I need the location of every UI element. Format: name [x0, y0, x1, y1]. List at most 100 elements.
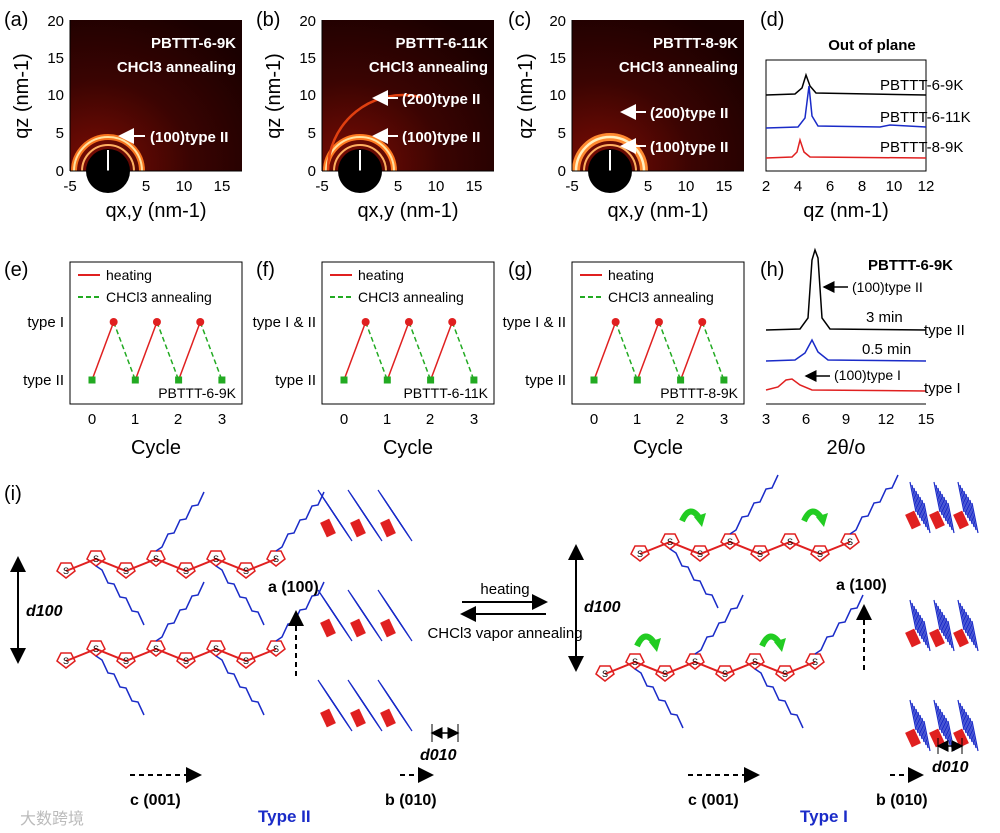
stacked-side-chain	[923, 720, 931, 752]
type-i-point	[654, 318, 663, 326]
stacked-side-chain	[967, 714, 975, 746]
thiophene-ring	[690, 545, 710, 562]
stacked-side-chain	[331, 510, 353, 542]
b-axis-left: b (010)	[385, 792, 437, 809]
polymer-chain-typeII-lower: S S S S S S S S	[56, 581, 325, 716]
svg-text:2: 2	[676, 411, 684, 428]
sulfur-atom: S	[812, 657, 818, 667]
giwaxs-c-sample: PBTTT-8-9K	[653, 35, 738, 52]
stacked-side-chain	[331, 610, 353, 642]
svg-text:5: 5	[142, 178, 150, 195]
conjugated-backbone	[320, 518, 336, 538]
thiophene-ring	[780, 533, 800, 550]
sulfur-atom: S	[722, 669, 728, 679]
thiophene-ring	[775, 665, 795, 682]
svg-text:PBTTT-6-9K: PBTTT-6-9K	[158, 385, 236, 401]
stacked-side-chain	[937, 487, 945, 519]
sulfur-atom: S	[697, 549, 703, 559]
stacked-side-chain	[967, 496, 975, 528]
conjugated-backbone	[350, 618, 366, 638]
svg-text:12: 12	[878, 411, 895, 428]
series-8-9k-line	[765, 137, 927, 159]
rotation-arrows	[634, 508, 828, 652]
svg-text:8: 8	[858, 178, 866, 195]
conjugated-backbone	[929, 510, 945, 530]
type-i-point	[448, 318, 457, 326]
stacked-side-chain	[923, 620, 931, 652]
stacked-side-chain	[959, 602, 967, 634]
svg-text:0: 0	[340, 411, 348, 428]
heating-segment	[134, 321, 158, 381]
type-i-point	[698, 318, 707, 326]
sulfur-atom: S	[727, 537, 733, 547]
series-6-11k-line	[765, 85, 927, 129]
rotation-arrow-head	[649, 638, 661, 652]
svg-text:PBTTT-6-11K: PBTTT-6-11K	[880, 109, 971, 126]
alkyl-side-chain	[754, 668, 804, 729]
svg-text:type II: type II	[924, 322, 965, 339]
type-i-point	[109, 318, 118, 326]
conjugated-backbone	[953, 728, 969, 748]
svg-text:heating: heating	[358, 267, 404, 283]
heating-segment	[593, 321, 617, 381]
annealing-segment	[408, 321, 432, 381]
type-ii-label: Type II	[258, 807, 311, 826]
panel-d: (d) Out of plane PBTTT-6-9K PBTTT-6-11K …	[760, 9, 971, 222]
thiophene-ring	[206, 550, 226, 567]
svg-text:type I: type I	[924, 380, 961, 397]
type-ii-point	[131, 376, 139, 384]
conjugated-backbone	[350, 708, 366, 728]
svg-text:(100)type II: (100)type II	[852, 279, 923, 295]
polymer-chain-typeI-lower: S S S S S S S S	[595, 594, 864, 729]
stacked-side-chain	[947, 502, 955, 534]
thiophene-ring	[685, 653, 705, 670]
sulfur-atom: S	[123, 656, 129, 666]
type-ii-point	[383, 376, 391, 384]
alkyl-side-chain	[95, 565, 145, 626]
sulfur-atom: S	[667, 537, 673, 547]
stacked-side-chain	[911, 702, 919, 734]
sulfur-atom: S	[213, 554, 219, 564]
svg-text:type I: type I	[27, 314, 64, 331]
svg-text:10: 10	[428, 178, 445, 195]
svg-text:0: 0	[356, 178, 364, 195]
svg-text:1: 1	[633, 411, 641, 428]
heating-segment	[91, 321, 115, 381]
svg-text:2: 2	[426, 411, 434, 428]
stacked-side-chain	[957, 481, 965, 513]
thiophene-ring	[750, 545, 770, 562]
conjugated-backbone	[350, 518, 366, 538]
sulfur-atom: S	[63, 566, 69, 576]
heating-segment	[429, 321, 453, 381]
trace-0-5min	[765, 338, 927, 362]
svg-text:PBTTT-6-9K: PBTTT-6-9K	[880, 77, 963, 94]
stacked-side-chain	[913, 487, 921, 519]
stacked-side-chain	[947, 620, 955, 652]
svg-text:type I & II: type I & II	[253, 314, 316, 331]
stacked-side-chain	[921, 717, 929, 749]
sulfur-atom: S	[817, 549, 823, 559]
alkyl-side-chain	[694, 594, 744, 655]
giwaxs-c-ylabel: qz (nm-1)	[515, 53, 537, 139]
stacked-side-chain	[959, 484, 967, 516]
rotation-arrow-head	[816, 513, 828, 527]
alkyl-side-chain	[669, 548, 719, 609]
c-axis-left: c (001)	[130, 792, 181, 809]
alkyl-side-chain	[729, 474, 779, 535]
svg-text:10: 10	[549, 87, 566, 104]
thiophene-ring	[116, 562, 136, 579]
sulfur-atom: S	[782, 669, 788, 679]
conjugated-backbone	[953, 510, 969, 530]
panel-a: (a) PBTTT-6-9K CHCl3 annealing (100)type…	[4, 9, 242, 222]
conjugated-backbone	[905, 510, 921, 530]
stacked-side-chain	[919, 614, 927, 646]
stacked-side-chain	[943, 714, 951, 746]
arrow-vapor-label: CHCl3 vapor annealing	[427, 625, 582, 642]
svg-text:15: 15	[549, 50, 566, 67]
stacked-side-chain	[945, 617, 953, 649]
sulfur-atom: S	[153, 644, 159, 654]
thiophene-ring	[805, 653, 825, 670]
thiophene-ring	[715, 665, 735, 682]
